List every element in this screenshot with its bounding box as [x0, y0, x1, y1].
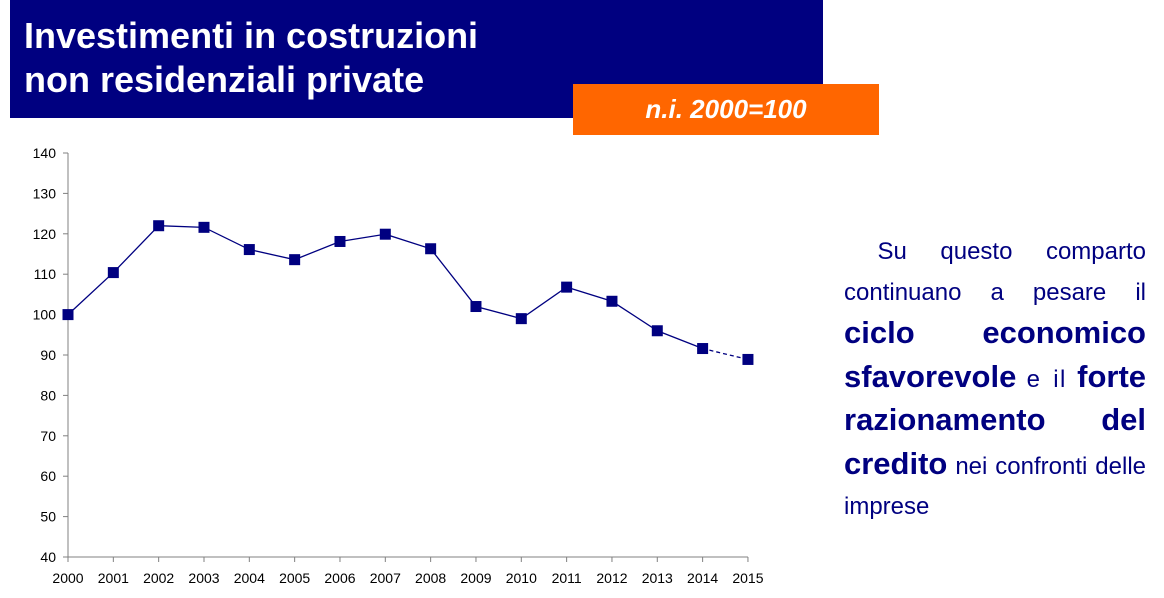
y-tick-label: 80 [40, 387, 56, 403]
y-tick-label: 100 [33, 307, 57, 323]
data-point-2014 [697, 343, 709, 355]
title-line-2: non residenziali private [24, 59, 425, 100]
data-point-2000 [62, 309, 74, 321]
x-tick-label: 2009 [460, 570, 491, 586]
chart-series [62, 220, 754, 365]
data-point-2006 [334, 235, 346, 247]
y-tick-label: 40 [40, 549, 56, 565]
data-point-2013 [651, 325, 663, 337]
data-point-2005 [289, 254, 301, 266]
y-tick-label: 90 [40, 347, 56, 363]
x-tick-label: 2014 [687, 570, 718, 586]
y-tick-label: 50 [40, 509, 56, 525]
x-tick-label: 2011 [552, 570, 582, 586]
data-point-2003 [198, 221, 210, 233]
data-point-2004 [243, 244, 255, 256]
x-tick-label: 2006 [324, 570, 355, 586]
y-tick-label: 120 [33, 226, 57, 242]
x-tick-label: 2013 [642, 570, 673, 586]
x-tick-label: 2004 [234, 570, 265, 586]
x-tick-label: 2015 [732, 570, 763, 586]
data-point-2009 [470, 301, 482, 313]
chart-axes: 40 50 60 70 80 90 100 110 120 130 140 2000 2001 2002 2… [33, 145, 764, 586]
index-subtitle: n.i. 2000=100 [573, 84, 879, 135]
data-point-2015 [742, 353, 754, 365]
x-tick-label: 2007 [370, 570, 401, 586]
commentary-text: Su questo comparto continuano a pesare i… [844, 232, 1146, 528]
commentary-connector: e il [1026, 365, 1067, 393]
x-tick-label: 2002 [143, 570, 174, 586]
y-tick-label: 70 [40, 428, 56, 444]
commentary-intro: Su questo comparto continuano a pesare i… [844, 238, 1146, 306]
title-banner: Investimenti in costruzioni non residenz… [10, 0, 823, 118]
x-tick-label: 2012 [596, 570, 627, 586]
x-tick-label: 2008 [415, 570, 446, 586]
title-line-1: Investimenti in costruzioni [24, 15, 479, 56]
line-chart: 40 50 60 70 80 90 100 110 120 130 140 2000 2001 2002 2… [33, 145, 764, 586]
commentary-emphasis-2: forte razionamento del credito [844, 358, 1147, 481]
y-tick-label: 110 [34, 266, 57, 282]
series-line [67, 225, 703, 350]
data-point-2011 [561, 281, 573, 293]
data-point-2010 [515, 313, 527, 325]
x-tick-label: 2005 [279, 570, 310, 586]
data-point-2002 [153, 220, 165, 232]
data-point-2008 [425, 243, 437, 255]
data-point-2001 [107, 267, 119, 279]
series-line-projection [702, 347, 749, 361]
commentary-outro: nei confronti delle imprese [844, 452, 1146, 521]
commentary-emphasis-1: ciclo economico sfavorevole [844, 315, 1146, 394]
data-point-2012 [606, 295, 618, 307]
x-tick-label: 2003 [188, 570, 219, 586]
x-tick-label: 2001 [98, 570, 129, 586]
x-tick-label: 2000 [52, 570, 83, 586]
y-tick-label: 130 [33, 185, 57, 201]
x-tick-label: 2010 [506, 570, 537, 586]
y-tick-label: 60 [40, 468, 56, 484]
data-point-2007 [379, 228, 391, 240]
y-tick-label: 140 [33, 145, 57, 161]
